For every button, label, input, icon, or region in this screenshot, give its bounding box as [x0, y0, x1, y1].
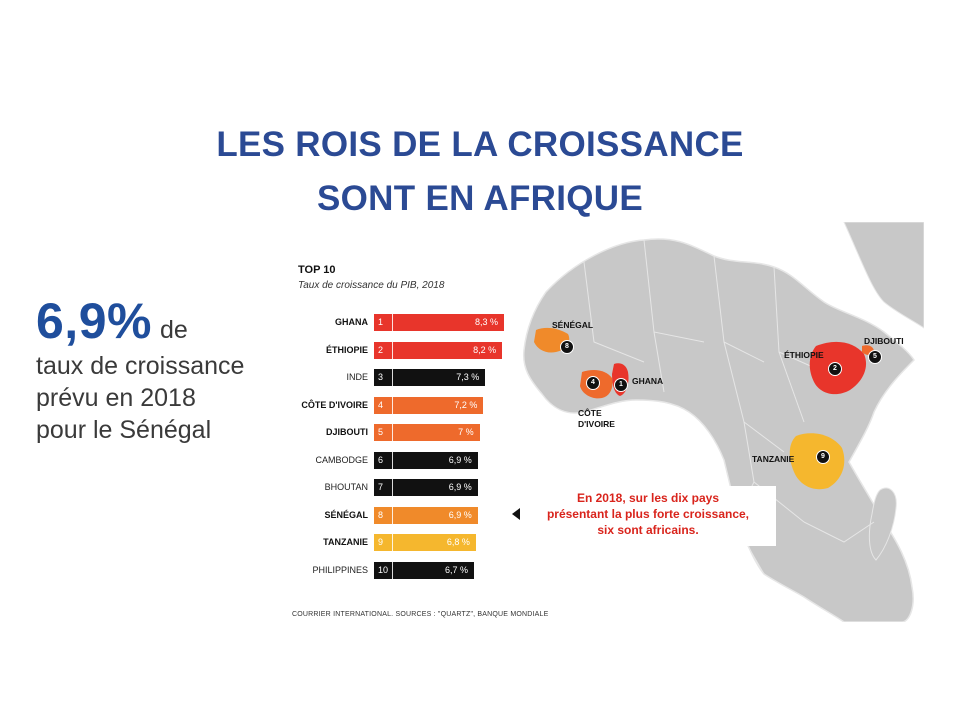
rank-separator — [392, 341, 393, 359]
bar — [374, 369, 486, 386]
map-label-tanzanie: TANZANIE — [752, 454, 795, 464]
rank-separator — [392, 369, 393, 386]
map-marker-djibouti: 5 — [868, 350, 882, 364]
map-label-cote-divoire: CÔTE D'IVOIRE — [578, 408, 615, 429]
bar-label: SÉNÉGAL — [324, 509, 368, 520]
rank-separator — [392, 314, 393, 331]
map-marker-senegal: 8 — [560, 340, 574, 354]
rank-separator — [392, 479, 393, 496]
stat-line-4: pour le Sénégal — [36, 416, 212, 444]
bar-rank: 1 — [378, 317, 384, 327]
bar-label: CÔTE D'IVOIRE — [301, 399, 368, 410]
rank-separator — [392, 451, 393, 469]
stat-suffix: de — [159, 316, 188, 344]
chart-source: COURRIER INTERNATIONAL. SOURCES : "QUART… — [292, 611, 549, 618]
chart-title: TOP 10 — [298, 264, 336, 276]
bar-label: CAMBODGE — [315, 454, 368, 465]
callout-box: En 2018, sur les dix pays présentant la … — [520, 486, 776, 546]
bar-label: ÉTHIOPIE — [325, 344, 368, 355]
map-label-senegal: SÉNÉGAL — [552, 320, 594, 330]
page-title: LES ROIS DE LA CROISSANCE SONT EN AFRIQU… — [0, 118, 960, 226]
infographic: TOP 10 Taux de croissance du PIB, 2018 G… — [284, 222, 924, 622]
rank-separator — [392, 506, 393, 524]
bar-value: 6,9 % — [448, 482, 472, 492]
bar-rank: 3 — [378, 372, 384, 382]
bar — [374, 396, 484, 414]
bar — [374, 561, 474, 579]
bar-label: GHANA — [335, 317, 368, 327]
bar-value: 6,9 % — [448, 454, 472, 465]
map-label-ethiopie: ÉTHIOPIE — [784, 350, 824, 360]
bar-rank: 6 — [378, 454, 384, 465]
bar-value: 6,8 % — [446, 537, 470, 547]
senegal-growth-stat: 6,9% de taux de croissance prévu en 2018 … — [36, 292, 286, 446]
bar — [374, 506, 478, 524]
bar-rank: 7 — [378, 482, 384, 492]
bar — [374, 424, 480, 441]
bar-rank: 2 — [378, 344, 384, 355]
title-line-2: SONT EN AFRIQUE — [317, 179, 643, 218]
callout-pointer — [512, 508, 520, 520]
bar-value: 7,3 % — [456, 372, 480, 382]
bar-rank: 5 — [378, 427, 384, 437]
rank-separator — [392, 424, 393, 441]
rank-separator — [392, 561, 393, 579]
bar-value: 8,2 % — [473, 344, 497, 355]
callout-line-2: présentant la plus forte croissance, — [546, 507, 750, 521]
bar-value: 6,9 % — [448, 509, 472, 520]
bar-label: TANZANIE — [323, 537, 368, 547]
bar-label: BHOUTAN — [324, 482, 368, 492]
stat-value: 6,9% — [36, 293, 152, 349]
africa-map — [512, 222, 924, 622]
title-line-1: LES ROIS DE LA CROISSANCE — [216, 125, 744, 164]
bar — [374, 534, 476, 551]
stat-line-2: taux de croissance — [36, 352, 245, 380]
bar-rank: 8 — [378, 509, 384, 520]
bar-label: INDE — [346, 372, 368, 382]
map-label-ghana: GHANA — [632, 376, 664, 386]
map-marker-tanzanie: 9 — [816, 450, 830, 464]
callout-line-3: six sont africains. — [597, 523, 699, 537]
bar — [374, 341, 503, 359]
country-borders — [583, 239, 875, 575]
madagascar-shape — [868, 487, 897, 561]
map-marker-ghana: 1 — [614, 378, 628, 392]
bar-rank: 10 — [378, 564, 389, 575]
bar-value: 7,2 % — [454, 399, 478, 410]
bar — [374, 479, 478, 496]
bar-label: DJIBOUTI — [325, 427, 368, 437]
africa-continent — [522, 238, 915, 622]
bar — [374, 314, 504, 331]
stat-line-3: prévu en 2018 — [36, 384, 196, 412]
bar-value: 8,3 % — [474, 317, 498, 327]
bar-value: 6,7 % — [444, 564, 468, 575]
rank-separator — [392, 534, 393, 551]
bar — [374, 451, 478, 469]
bar-label: PHILIPPINES — [312, 564, 368, 575]
arabia-shape — [843, 222, 924, 329]
map-marker-ethiopie: 2 — [828, 362, 842, 376]
map-marker-cote-divoire: 4 — [586, 376, 600, 390]
rank-separator — [392, 396, 393, 414]
bar-value: 7 % — [458, 427, 474, 437]
chart-subtitle: Taux de croissance du PIB, 2018 — [298, 280, 445, 291]
callout-line-1: En 2018, sur les dix pays — [576, 491, 720, 505]
bar-rank: 4 — [378, 399, 384, 410]
bar-rank: 9 — [378, 537, 384, 547]
map-label-djibouti: DJIBOUTI — [864, 336, 904, 346]
